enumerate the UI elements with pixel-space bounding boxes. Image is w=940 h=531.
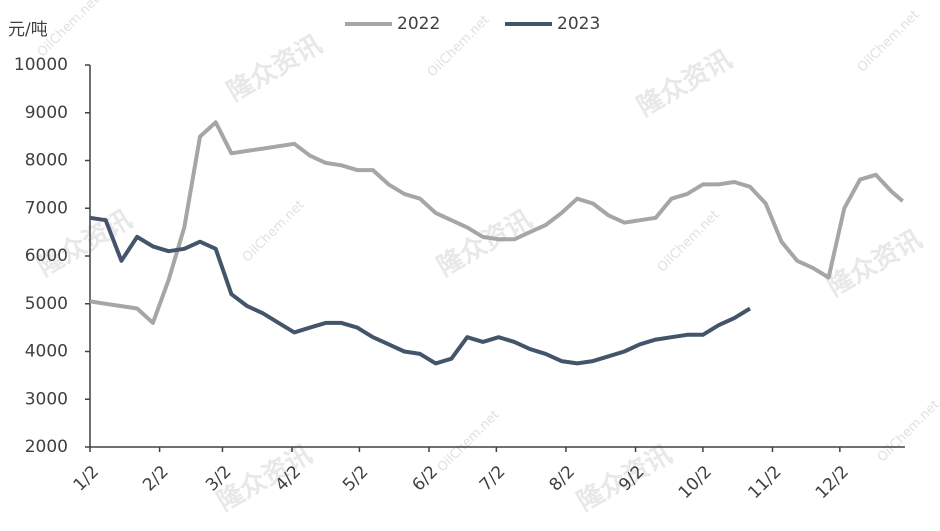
y-tick-label: 2000 (25, 437, 68, 457)
y-tick-label: 4000 (25, 342, 68, 362)
y-tick-label: 10000 (14, 55, 68, 75)
y-tick-label: 3000 (25, 389, 68, 409)
x-tick-label: 11/2 (744, 462, 785, 503)
y-tick-label: 7000 (25, 198, 68, 218)
legend-label: 2022 (397, 14, 440, 34)
x-tick-label: 2/2 (139, 462, 172, 495)
series-line (89, 215, 752, 366)
y-tick-label: 5000 (25, 294, 68, 314)
y-axis-label: 元/吨 (8, 20, 48, 40)
y-tick-label: 8000 (25, 151, 68, 171)
watermark: 隆众资讯 (632, 45, 737, 123)
x-tick-label: 7/2 (476, 462, 509, 495)
watermark: OilChem.net (875, 397, 940, 465)
x-tick-label: 10/2 (675, 462, 716, 503)
x-tick-label: 1/2 (70, 462, 103, 495)
series-line (89, 120, 905, 325)
y-tick-label: 9000 (25, 103, 68, 123)
x-tick-label: 12/2 (812, 462, 853, 503)
legend-label: 2023 (557, 14, 600, 34)
watermark: OilChem.net (855, 7, 923, 75)
x-tick-label: 5/2 (339, 462, 372, 495)
watermark: 隆众资讯 (222, 30, 327, 108)
watermark: OilChem.net (240, 197, 308, 265)
watermark: OilChem.net (655, 207, 723, 275)
watermark: 隆众资讯 (432, 205, 537, 283)
y-tick-label: 6000 (25, 246, 68, 266)
